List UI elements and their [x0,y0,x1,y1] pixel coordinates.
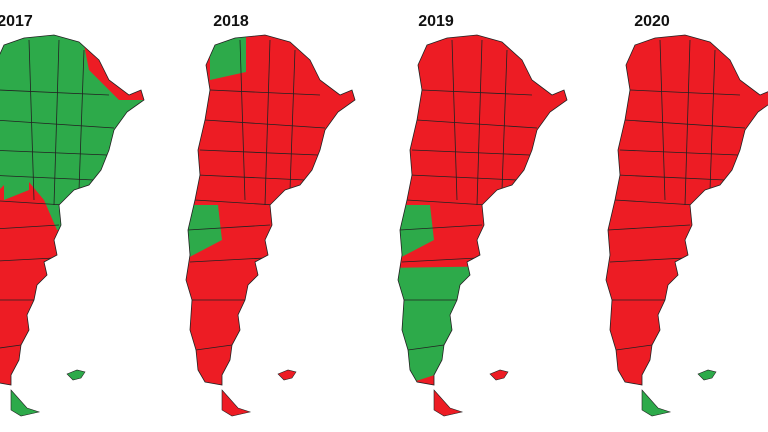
malvinas [277,369,297,381]
province-border [194,199,276,206]
province-border [0,257,55,263]
province-border [401,257,478,263]
province-border [614,199,696,206]
malvinas [697,369,717,381]
tierra-del-fuego [641,389,671,417]
tierra-del-fuego [433,389,463,417]
map [0,34,145,417]
province-border [407,344,445,351]
province-border [607,224,691,231]
province [210,36,246,80]
province-border [195,344,233,351]
map [185,34,356,417]
tierra-del-fuego [221,389,251,417]
province-border [289,49,296,191]
map [397,34,568,417]
malvinas [66,369,86,381]
province-border [264,39,271,206]
province-border [0,119,115,129]
province-border [501,49,508,191]
province-border [199,149,319,156]
province-border [0,149,108,156]
province-border [189,257,266,263]
tierra-del-fuego [10,389,40,417]
province-border [204,119,326,129]
map-title: 2018 [213,13,249,30]
province-border [209,89,321,96]
province-border [476,39,483,206]
province-border [0,174,95,181]
province-border [609,257,686,263]
map-title: 2017 [0,13,33,30]
province-border [239,39,246,201]
province-border [416,119,538,129]
province-border [709,49,716,191]
province-border [53,39,60,206]
province-border [187,224,271,231]
province-border [0,224,60,231]
province-border [619,149,739,156]
map [605,34,768,417]
province-border [659,39,666,201]
province-border [0,344,22,351]
province-border [684,39,691,206]
map-title: 2019 [418,13,454,30]
province-border [28,39,35,201]
country-shape [606,35,768,385]
province-border [78,49,85,191]
province-border [197,174,306,181]
province [4,150,29,200]
province-border [406,199,488,206]
malvinas [489,369,509,381]
province-border [624,119,746,129]
province-border [409,174,518,181]
province-border [421,89,533,96]
province-border [617,174,726,181]
map-title: 2020 [634,13,670,30]
province-border [399,224,483,231]
region-group [607,39,746,351]
province-border [451,39,458,201]
province-border [615,344,653,351]
province-border [411,149,531,156]
province-border [629,89,741,96]
province-border [0,89,110,96]
province-border [0,199,65,206]
